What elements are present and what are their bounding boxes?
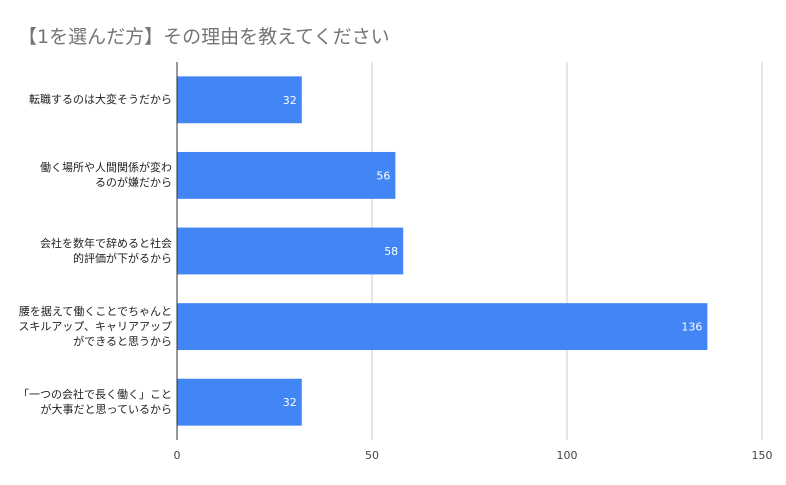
x-tick-label: 0	[174, 449, 181, 462]
category-label: 働く場所や人間関係が変わ るのが嫌だから	[40, 161, 172, 190]
x-tick-label: 100	[557, 449, 578, 462]
bar	[177, 303, 708, 351]
bar-value-label: 32	[283, 396, 297, 409]
category-label: 腰を据えて働くことでちゃんと スキルアップ、キャリアアップ ができると思うから	[18, 305, 172, 349]
bar	[177, 378, 302, 426]
bar	[177, 151, 396, 199]
chart-title: 【1を選んだ方】その理由を教えてください	[18, 26, 390, 48]
category-label: 転職するのは大変そうだから	[29, 93, 172, 107]
category-label: 会社を数年で辞めると社会 的評価が下がるから	[40, 237, 172, 265]
x-tick-label: 150	[752, 449, 773, 462]
x-tick-label: 50	[365, 449, 379, 462]
category-label: 「一つの会社で長く働く」こと が大事だと思っているから	[18, 388, 172, 417]
bar	[177, 227, 404, 275]
bar-value-label: 136	[681, 321, 702, 334]
bar-value-label: 58	[384, 245, 398, 258]
bar	[177, 76, 302, 124]
bar-value-label: 56	[376, 169, 390, 182]
bar-value-label: 32	[283, 94, 297, 107]
